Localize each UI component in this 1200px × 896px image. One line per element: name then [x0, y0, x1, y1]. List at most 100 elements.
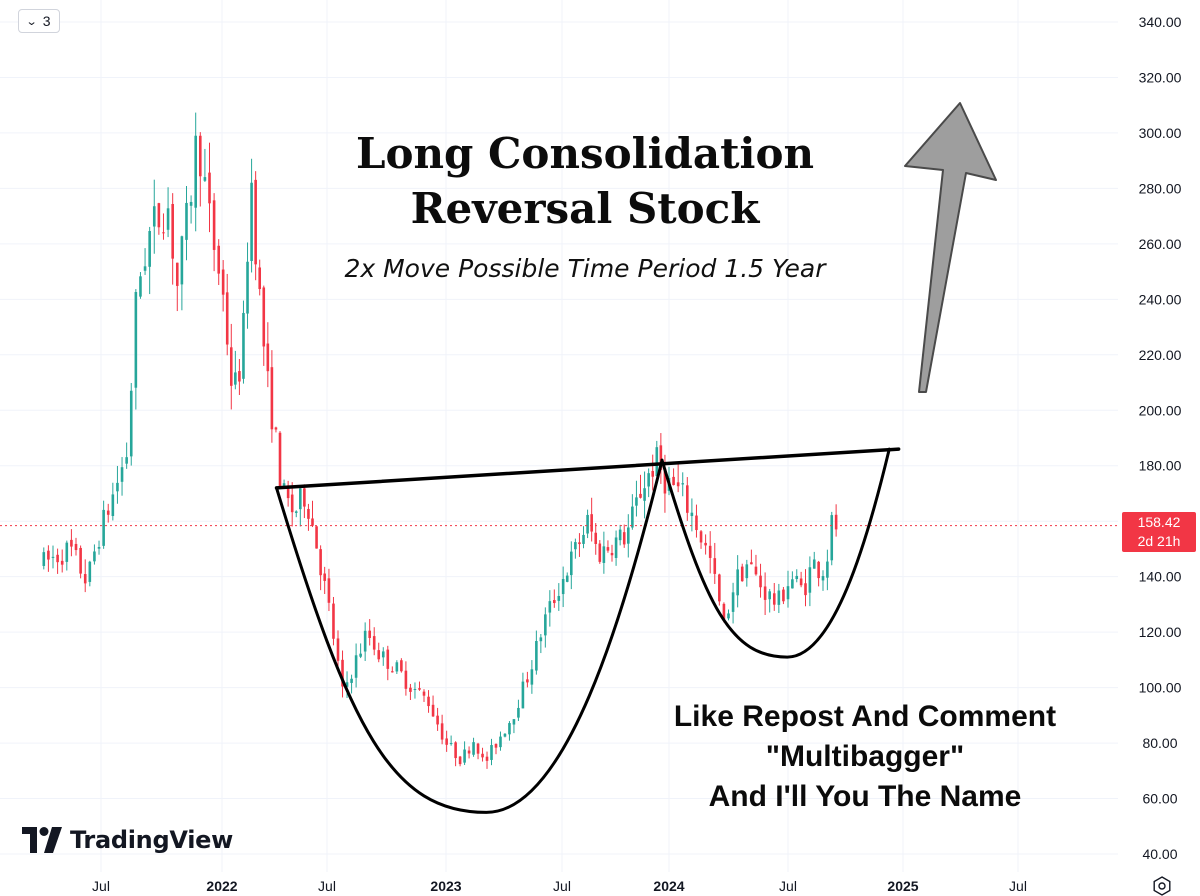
candle — [786, 570, 790, 608]
candle — [327, 568, 331, 612]
candle — [708, 531, 712, 574]
candle — [254, 171, 257, 281]
candle — [503, 733, 507, 738]
cta-line3: And I'll You The Name — [708, 780, 1022, 813]
candle — [404, 661, 408, 696]
candle — [278, 431, 282, 488]
x-tick-label: 2024 — [653, 878, 684, 894]
candle — [440, 714, 444, 745]
candle — [490, 738, 493, 766]
candle — [610, 544, 614, 562]
candle — [643, 471, 646, 519]
candle — [494, 743, 498, 755]
y-tick-label: 140.00 — [1139, 569, 1182, 585]
candle — [106, 503, 110, 523]
last-price-badge: 158.42 2d 21h — [1122, 512, 1196, 552]
candle — [363, 622, 367, 661]
chevron-down-icon: ⌄ — [26, 15, 39, 28]
price-axis[interactable]: 40.0060.0080.00100.00120.00140.00160.001… — [1139, 14, 1182, 862]
candle — [821, 570, 825, 591]
y-tick-label: 300.00 — [1139, 125, 1182, 141]
candle — [631, 494, 634, 530]
interval-selector[interactable]: ⌄ 3 — [18, 9, 60, 33]
candle — [759, 563, 762, 598]
candle — [539, 634, 543, 654]
y-tick-label: 240.00 — [1139, 291, 1182, 307]
candle — [238, 359, 241, 395]
candle — [436, 707, 439, 731]
x-tick-label: Jul — [318, 878, 336, 894]
candle — [409, 683, 412, 701]
candle — [225, 273, 229, 356]
candle — [395, 660, 399, 674]
candle — [88, 560, 92, 587]
candle — [381, 647, 385, 666]
candle — [614, 530, 618, 566]
candle — [622, 524, 626, 548]
candle — [736, 555, 739, 608]
candle — [817, 560, 820, 587]
candle — [561, 566, 565, 608]
y-tick-label: 180.00 — [1139, 458, 1182, 474]
candle — [463, 741, 466, 765]
y-tick-label: 220.00 — [1139, 347, 1182, 363]
candle — [777, 583, 781, 613]
candle — [166, 187, 170, 238]
candle — [418, 681, 421, 691]
x-tick-label: 2022 — [206, 878, 237, 894]
candle — [445, 730, 448, 752]
candle — [695, 504, 698, 538]
candle — [626, 514, 630, 558]
candle — [332, 596, 335, 646]
candle — [713, 542, 717, 584]
candle — [189, 195, 193, 224]
candle — [125, 442, 128, 469]
candle — [574, 538, 577, 559]
candle — [526, 671, 529, 688]
candle — [350, 674, 353, 694]
candle — [175, 262, 179, 312]
candle — [467, 746, 471, 759]
candle — [134, 289, 138, 410]
candle — [221, 260, 225, 312]
candle — [212, 193, 216, 272]
candle — [795, 569, 799, 583]
candle — [602, 531, 606, 574]
y-tick-label: 280.00 — [1139, 180, 1182, 196]
candle — [386, 645, 390, 681]
x-tick-label: 2023 — [430, 878, 461, 894]
candle — [274, 426, 278, 433]
cta-line1: Like Repost And Comment — [673, 700, 1057, 733]
candle — [83, 559, 87, 593]
gear-icon[interactable] — [1152, 876, 1172, 896]
candle — [782, 586, 785, 605]
candle — [754, 554, 758, 576]
candle — [499, 731, 502, 751]
candle — [180, 235, 184, 311]
candle — [266, 322, 270, 388]
candle — [763, 572, 767, 616]
candle — [116, 465, 119, 504]
chart-title-line2: Reversal Stock — [410, 184, 760, 233]
candle — [727, 609, 730, 621]
candle — [194, 112, 197, 232]
candle — [553, 589, 556, 608]
candle — [208, 142, 211, 233]
candle — [578, 533, 581, 557]
candle — [565, 572, 569, 583]
y-tick-label: 80.00 — [1142, 735, 1177, 751]
candle — [745, 559, 749, 587]
candle — [203, 148, 207, 182]
candle — [834, 504, 838, 537]
candle — [47, 545, 50, 572]
time-axis[interactable]: Jul 2022 Jul 2023 Jul 2024 Jul 2025 Jul — [92, 878, 1027, 894]
candle — [311, 500, 314, 528]
candle — [148, 226, 151, 295]
cup-curve — [275, 458, 664, 814]
candle — [548, 590, 552, 627]
candle — [768, 588, 771, 613]
candle — [229, 323, 233, 410]
candle — [258, 259, 262, 296]
tradingview-brand[interactable]: TradingView — [22, 826, 233, 854]
